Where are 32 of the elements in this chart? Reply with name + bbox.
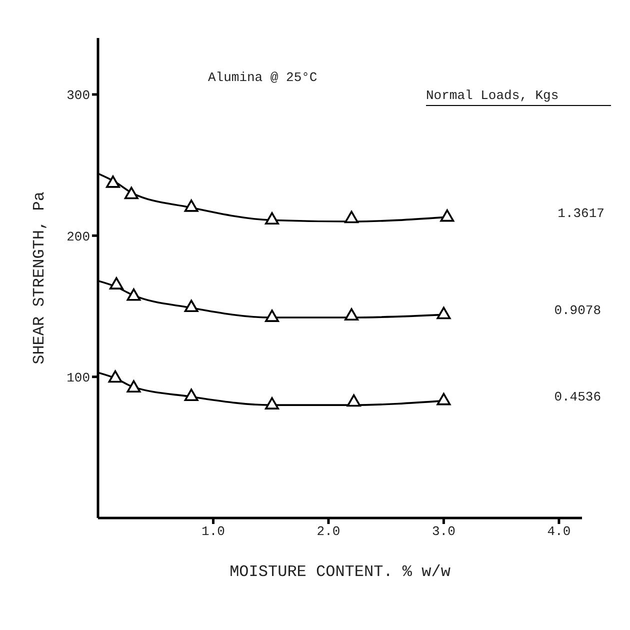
point bbox=[108, 370, 122, 383]
point bbox=[124, 186, 138, 200]
y-axis-title: SHEAR STRENGTH, Pa bbox=[30, 191, 49, 364]
point bbox=[265, 212, 279, 225]
point bbox=[440, 209, 454, 222]
x-tick-label: 2.0 bbox=[316, 524, 340, 540]
x-tick-label: 3.0 bbox=[432, 524, 456, 540]
point bbox=[184, 300, 198, 312]
x-tick-label: 4.0 bbox=[547, 524, 571, 540]
point bbox=[344, 210, 359, 224]
y-tick-label: 300 bbox=[66, 88, 90, 104]
text: 1.3617 bbox=[558, 206, 604, 221]
text: 0.9078 bbox=[554, 303, 602, 318]
y-tick-label: 100 bbox=[66, 370, 90, 386]
point bbox=[346, 394, 361, 407]
point bbox=[344, 308, 359, 321]
y-tick-label: 200 bbox=[66, 229, 90, 244]
point bbox=[126, 288, 141, 301]
point bbox=[184, 199, 198, 212]
point bbox=[265, 310, 279, 322]
point bbox=[126, 380, 141, 393]
annotation: Alumina @ 25°C bbox=[208, 70, 318, 85]
point bbox=[109, 277, 124, 290]
point bbox=[184, 388, 198, 401]
x-axis-title: MOISTURE CONTENT. % w/w bbox=[230, 563, 451, 581]
x-tick-label: 1.0 bbox=[202, 524, 225, 540]
point bbox=[265, 397, 279, 410]
legend-title: Normal Loads, Kgs bbox=[426, 88, 611, 106]
point bbox=[106, 175, 120, 188]
point bbox=[436, 306, 451, 320]
text: 0.4536 bbox=[554, 389, 602, 404]
point bbox=[436, 392, 451, 406]
